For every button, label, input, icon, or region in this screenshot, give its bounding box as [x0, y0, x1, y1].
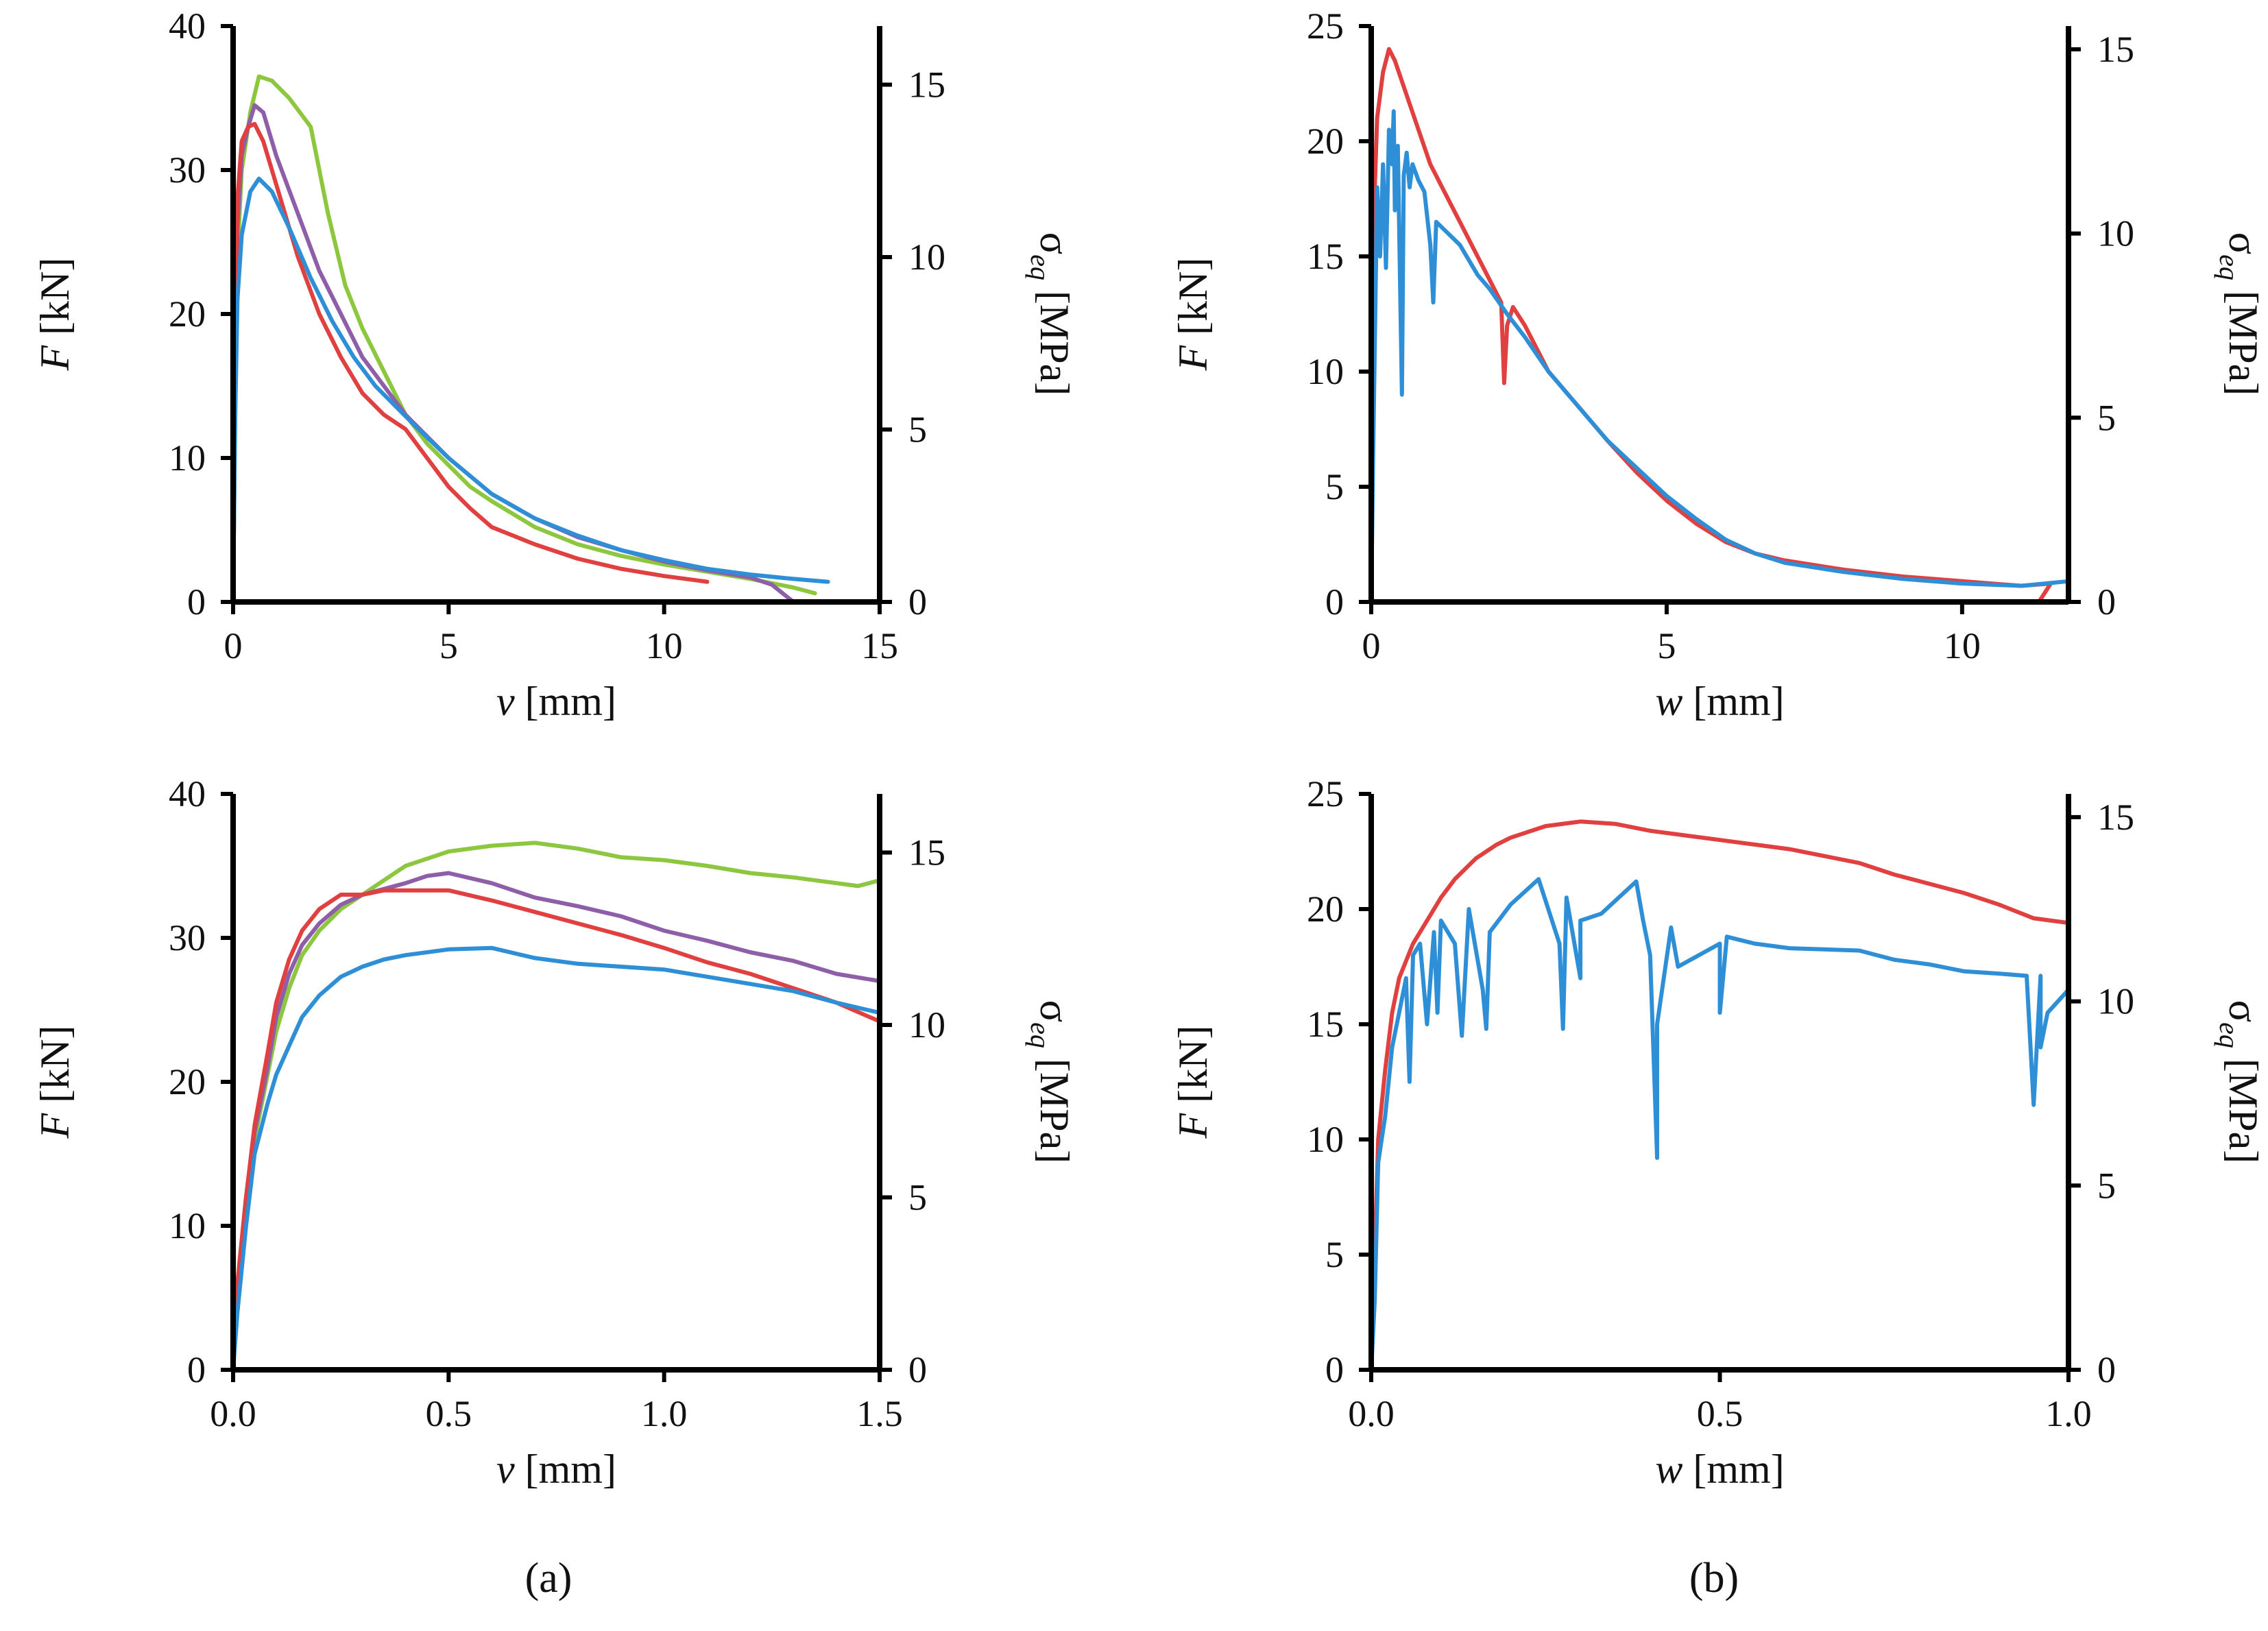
y2-tick-label: 0	[2097, 581, 2116, 623]
y2-tick-label: 15	[908, 64, 945, 106]
y2-tick-label: 15	[2097, 29, 2134, 70]
series-line-red	[231, 121, 710, 604]
x-tick-label: 10	[646, 625, 683, 666]
panel-label-b: (b)	[1689, 1555, 1739, 1602]
series-line-red	[231, 888, 882, 1372]
y2-tick-label: 5	[908, 1177, 927, 1218]
y2-tick-label: 5	[2097, 1165, 2116, 1206]
y-tick-label: 20	[1307, 121, 1344, 162]
series-line-red	[1369, 47, 2053, 604]
series-line-blue	[1369, 877, 2071, 1372]
y-tick-label: 5	[1325, 1234, 1344, 1275]
y2-tick-label: 15	[908, 832, 945, 873]
y-tick-label: 20	[169, 1061, 206, 1102]
y-tick-label: 40	[169, 5, 206, 47]
y-tick-label: 15	[1307, 236, 1344, 277]
series-line-green	[231, 74, 817, 604]
x-tick-label: 0.0	[1348, 1393, 1395, 1434]
series-line-purple	[231, 871, 882, 1372]
y-tick-label: 20	[1307, 889, 1344, 930]
y-tick-label: 0	[1325, 1349, 1344, 1390]
x-axis-label: v [mm]	[496, 1447, 616, 1492]
x-axis-label: v [mm]	[496, 679, 616, 724]
y2-tick-label: 10	[908, 237, 945, 278]
series-line-blue	[231, 176, 830, 604]
y-tick-label: 10	[1307, 351, 1344, 392]
y-tick-label: 40	[169, 773, 206, 814]
y2-tick-label: 0	[908, 581, 927, 623]
y2-tick-label: 5	[908, 409, 927, 450]
panel-label-a: (a)	[525, 1555, 572, 1602]
y-tick-label: 0	[1325, 581, 1344, 623]
y-tick-label: 20	[169, 293, 206, 335]
y2-tick-label: 10	[908, 1004, 945, 1046]
y-tick-label: 0	[187, 581, 206, 623]
x-tick-label: 15	[861, 625, 898, 666]
x-tick-label: 5	[1657, 625, 1676, 666]
y-tick-label: 10	[1307, 1119, 1344, 1160]
y-tick-label: 0	[187, 1349, 206, 1390]
series-line-red	[1369, 819, 2071, 1372]
x-tick-label: 5	[439, 625, 458, 666]
y2-axis-label: σeq [MPa]	[1025, 232, 1077, 396]
y-axis-label: F [kN]	[32, 1026, 77, 1139]
x-tick-label: 0	[224, 625, 243, 666]
x-tick-label: 10	[1944, 625, 1981, 666]
y2-axis-label: σeq [MPa]	[2214, 1000, 2266, 1163]
y-tick-label: 25	[1307, 773, 1344, 814]
y2-tick-label: 10	[2097, 213, 2134, 254]
chart-b-top: 0 5 10 0 5 10 15 20 25 0 5 10 15 w [mm] F [kN] σeq [MPa…	[1170, 5, 2266, 724]
y-tick-label: 30	[169, 917, 206, 958]
x-tick-label: 0.5	[1697, 1393, 1744, 1434]
y2-axis-label: σeq [MPa]	[2214, 232, 2266, 396]
y2-tick-label: 15	[2097, 797, 2134, 838]
y-tick-label: 30	[169, 149, 206, 191]
x-tick-label: 1.0	[641, 1393, 688, 1434]
x-tick-label: 0	[1362, 625, 1381, 666]
x-tick-label: 1.5	[856, 1393, 903, 1434]
series-line-green	[231, 841, 882, 1372]
x-axis-label: w [mm]	[1655, 1447, 1784, 1492]
y-tick-label: 15	[1307, 1004, 1344, 1045]
series-line-purple	[231, 103, 796, 604]
y2-tick-label: 0	[2097, 1349, 2116, 1390]
y-axis-label: F [kN]	[32, 258, 77, 372]
y-axis-label: F [kN]	[1170, 1026, 1216, 1139]
series-line-blue	[231, 945, 882, 1372]
y2-tick-label: 10	[2097, 981, 2134, 1022]
x-axis-label: w [mm]	[1655, 679, 1784, 724]
y2-tick-label: 5	[2097, 397, 2116, 438]
y-tick-label: 10	[169, 437, 206, 479]
y-tick-label: 5	[1325, 466, 1344, 507]
y-tick-label: 10	[169, 1205, 206, 1246]
y-tick-label: 25	[1307, 5, 1344, 47]
y-axis-label: F [kN]	[1170, 258, 1216, 372]
x-tick-label: 1.0	[2045, 1393, 2092, 1434]
y2-axis-label: σeq [MPa]	[1025, 1000, 1077, 1163]
x-tick-label: 0.0	[210, 1393, 256, 1434]
y2-tick-label: 0	[908, 1349, 927, 1390]
series-line-blue	[1369, 109, 2071, 604]
x-tick-label: 0.5	[426, 1393, 472, 1434]
